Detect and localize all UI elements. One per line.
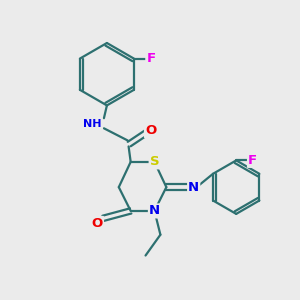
Text: O: O [92, 217, 103, 230]
Text: O: O [145, 124, 156, 137]
Text: S: S [150, 155, 159, 168]
Text: F: F [146, 52, 155, 65]
Text: N: N [188, 181, 199, 194]
Text: NH: NH [83, 119, 102, 129]
Text: N: N [149, 204, 160, 218]
Text: F: F [248, 154, 257, 167]
